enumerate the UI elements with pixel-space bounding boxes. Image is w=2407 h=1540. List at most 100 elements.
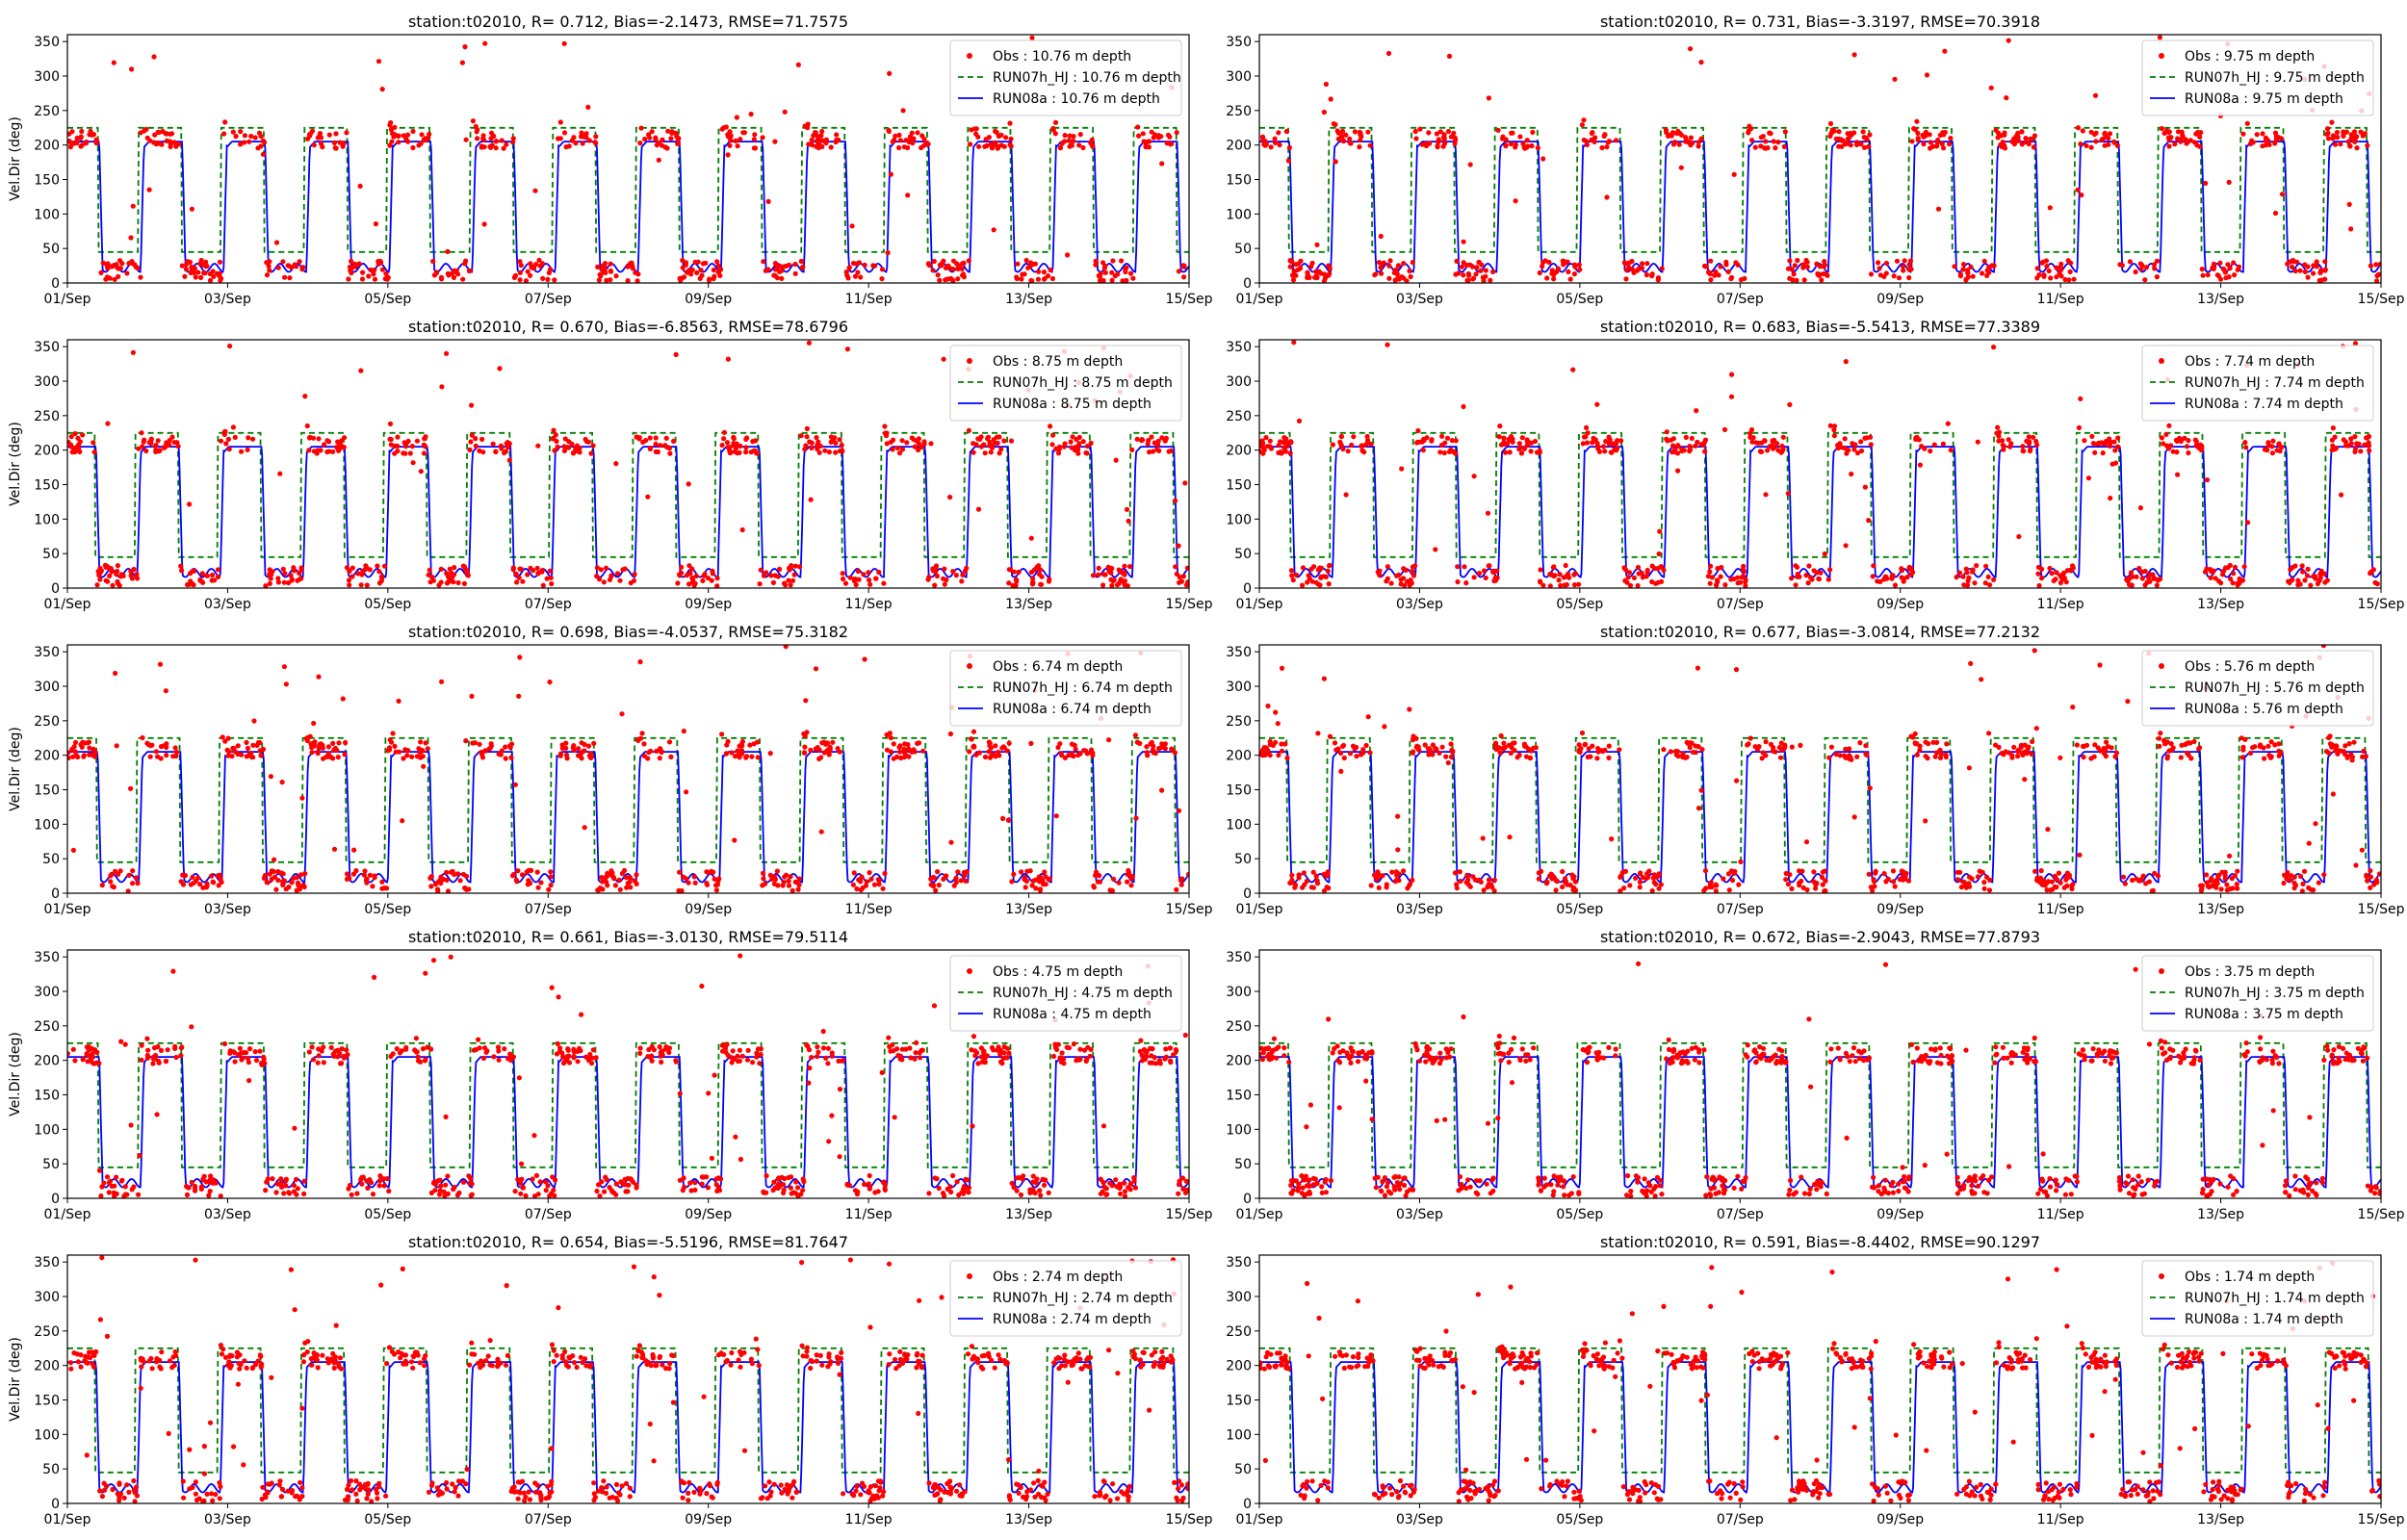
- obs-point: [2097, 662, 2103, 668]
- obs-point: [633, 270, 638, 275]
- obs-point: [375, 563, 380, 569]
- obs-point: [909, 749, 915, 755]
- x-tick-label: 01/Sep: [44, 597, 91, 612]
- obs-point: [851, 870, 857, 876]
- obs-point: [534, 869, 540, 875]
- obs-point: [170, 754, 176, 759]
- obs-point: [1019, 869, 1024, 875]
- obs-point: [1849, 471, 1854, 477]
- obs-point: [332, 145, 338, 151]
- obs-point: [973, 126, 979, 132]
- obs-point: [2313, 821, 2318, 827]
- obs-point: [104, 1174, 111, 1180]
- obs-series-dots: [1259, 340, 2380, 588]
- obs-point: [2184, 444, 2190, 449]
- obs-point: [306, 435, 313, 441]
- obs-point: [2227, 266, 2233, 271]
- obs-point: [2143, 881, 2149, 886]
- obs-point: [1839, 143, 1845, 149]
- obs-point: [1480, 835, 1486, 841]
- obs-point: [2154, 582, 2160, 588]
- obs-point: [808, 747, 814, 754]
- obs-point: [721, 429, 728, 435]
- obs-point: [1494, 568, 1500, 574]
- obs-point: [1125, 871, 1130, 878]
- obs-point: [1067, 143, 1073, 149]
- obs-point: [1809, 577, 1815, 582]
- obs-point: [1831, 427, 1837, 433]
- obs-point: [225, 753, 231, 758]
- obs-point: [435, 888, 441, 893]
- obs-point: [947, 731, 954, 737]
- obs-point: [216, 883, 221, 888]
- run08-series-line: [1259, 141, 2381, 273]
- obs-point: [950, 258, 957, 264]
- obs-point: [2137, 261, 2143, 267]
- obs-point: [172, 1045, 178, 1051]
- obs-point: [1108, 570, 1114, 576]
- obs-point: [189, 1024, 194, 1030]
- obs-point: [2374, 272, 2380, 279]
- obs-point: [1357, 144, 1362, 150]
- obs-point: [447, 566, 453, 572]
- obs-point: [681, 874, 686, 880]
- obs-point: [1296, 418, 1303, 424]
- obs-point: [1006, 1050, 1012, 1056]
- x-tick-label: 11/Sep: [2037, 597, 2084, 612]
- obs-point: [2074, 742, 2080, 748]
- obs-point: [479, 436, 485, 442]
- obs-point: [535, 443, 541, 449]
- obs-point: [517, 566, 523, 572]
- obs-point: [394, 1046, 400, 1052]
- obs-point: [1927, 132, 1932, 138]
- obs-point: [1038, 567, 1044, 573]
- obs-point: [490, 441, 496, 447]
- obs-point: [2104, 739, 2109, 745]
- obs-point: [1141, 139, 1147, 144]
- obs-point: [1881, 577, 1887, 582]
- obs-point: [1975, 439, 1980, 445]
- obs-point: [1524, 138, 1530, 143]
- obs-point: [1767, 130, 1773, 136]
- obs-point: [893, 133, 898, 139]
- obs-point: [470, 740, 476, 746]
- obs-point: [330, 740, 336, 747]
- obs-point: [139, 430, 144, 436]
- obs-point: [549, 985, 555, 990]
- x-tick-label: 09/Sep: [685, 292, 732, 307]
- obs-point: [1023, 257, 1029, 264]
- obs-point: [279, 780, 285, 785]
- y-tick-label: 200: [34, 749, 60, 764]
- obs-point: [1313, 579, 1319, 585]
- obs-point: [716, 876, 722, 882]
- obs-point: [1991, 263, 1997, 269]
- obs-point: [866, 570, 871, 576]
- obs-point: [1599, 144, 1605, 151]
- obs-point: [152, 132, 158, 138]
- obs-point: [324, 438, 330, 444]
- obs-point: [1655, 277, 1661, 283]
- obs-point: [1384, 885, 1389, 890]
- y-tick-label: 350: [1226, 35, 1252, 50]
- obs-point: [1313, 873, 1319, 879]
- obs-point: [1999, 751, 2005, 757]
- obs-point: [116, 258, 123, 264]
- obs-point: [1763, 492, 1769, 498]
- obs-point: [2197, 442, 2203, 448]
- y-tick-label: 0: [51, 886, 60, 902]
- obs-point: [637, 659, 643, 665]
- obs-point: [821, 739, 827, 745]
- obs-point: [445, 888, 452, 893]
- legend-run07-label: RUN07h_HJ : 6.74 m depth: [993, 680, 1173, 696]
- obs-point: [1028, 740, 1034, 747]
- obs-point: [700, 261, 707, 267]
- obs-point: [1501, 441, 1507, 448]
- obs-point: [426, 135, 431, 141]
- obs-point: [1573, 887, 1579, 893]
- obs-point: [1466, 262, 1472, 268]
- obs-point: [819, 138, 825, 143]
- obs-point: [1372, 872, 1378, 878]
- obs-point: [2075, 187, 2081, 192]
- obs-point: [1180, 574, 1186, 579]
- obs-point: [1902, 876, 1908, 882]
